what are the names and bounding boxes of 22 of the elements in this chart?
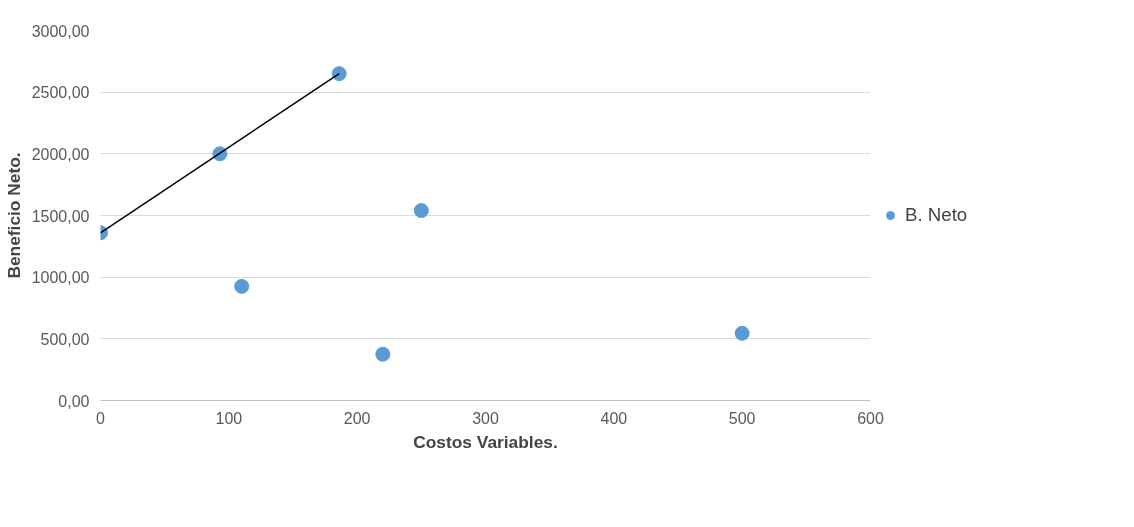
legend-label: B. Neto (905, 204, 968, 226)
y-tick-label: 1500,00 (31, 207, 90, 225)
x-tick-label: 400 (600, 409, 628, 427)
point (375, 346, 391, 362)
point (413, 203, 429, 219)
x-axis-title: Costos Variables. (413, 431, 558, 452)
y-axis-title: Beneficio Neto. (3, 152, 24, 279)
point (734, 325, 750, 341)
y-tick-label: 1000,00 (31, 269, 90, 287)
y-tick-label: 3000,00 (31, 22, 90, 40)
y-tick-label: 2500,00 (31, 84, 90, 102)
y-tick-label: 2000,00 (31, 145, 90, 163)
x-tick-label: 600 (857, 409, 884, 427)
y-tick-label: 500,00 (40, 330, 90, 348)
x-tick-label: 200 (343, 409, 371, 427)
x-tick-label: 100 (215, 409, 243, 427)
x-tick-label: 500 (728, 409, 756, 427)
x-tick-label: 0 (96, 409, 106, 427)
y-tick-label: 0,00 (58, 392, 90, 410)
point (234, 278, 250, 294)
point (331, 66, 347, 82)
x-tick-label: 300 (472, 409, 499, 427)
